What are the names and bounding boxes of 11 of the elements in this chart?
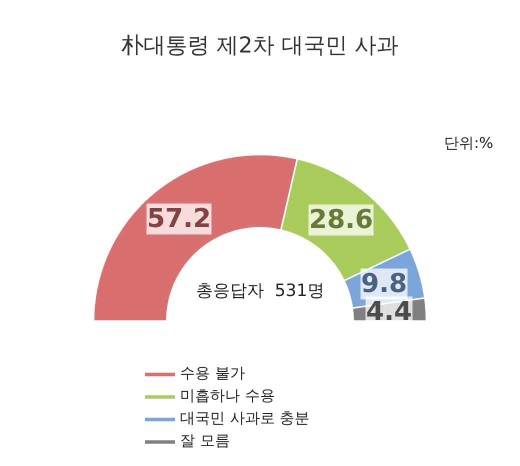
legend-label: 대국민 사과로 충분 [180,409,310,428]
text: 단위:% [444,134,494,152]
data-label: 28.6 [309,205,374,235]
data-label: 9.8 [361,269,408,299]
legend-label: 수용 불가 [180,364,245,382]
data-label: 57.2 [147,204,212,234]
legend-label: 미흡하나 수용 [180,386,275,405]
chart-title: 朴대통령 제2차 대국민 사과 [120,34,398,59]
text: 총응답자 531명 [196,281,324,301]
data-label: 4.4 [366,297,412,327]
legend-label: 잘 모름 [180,432,230,450]
